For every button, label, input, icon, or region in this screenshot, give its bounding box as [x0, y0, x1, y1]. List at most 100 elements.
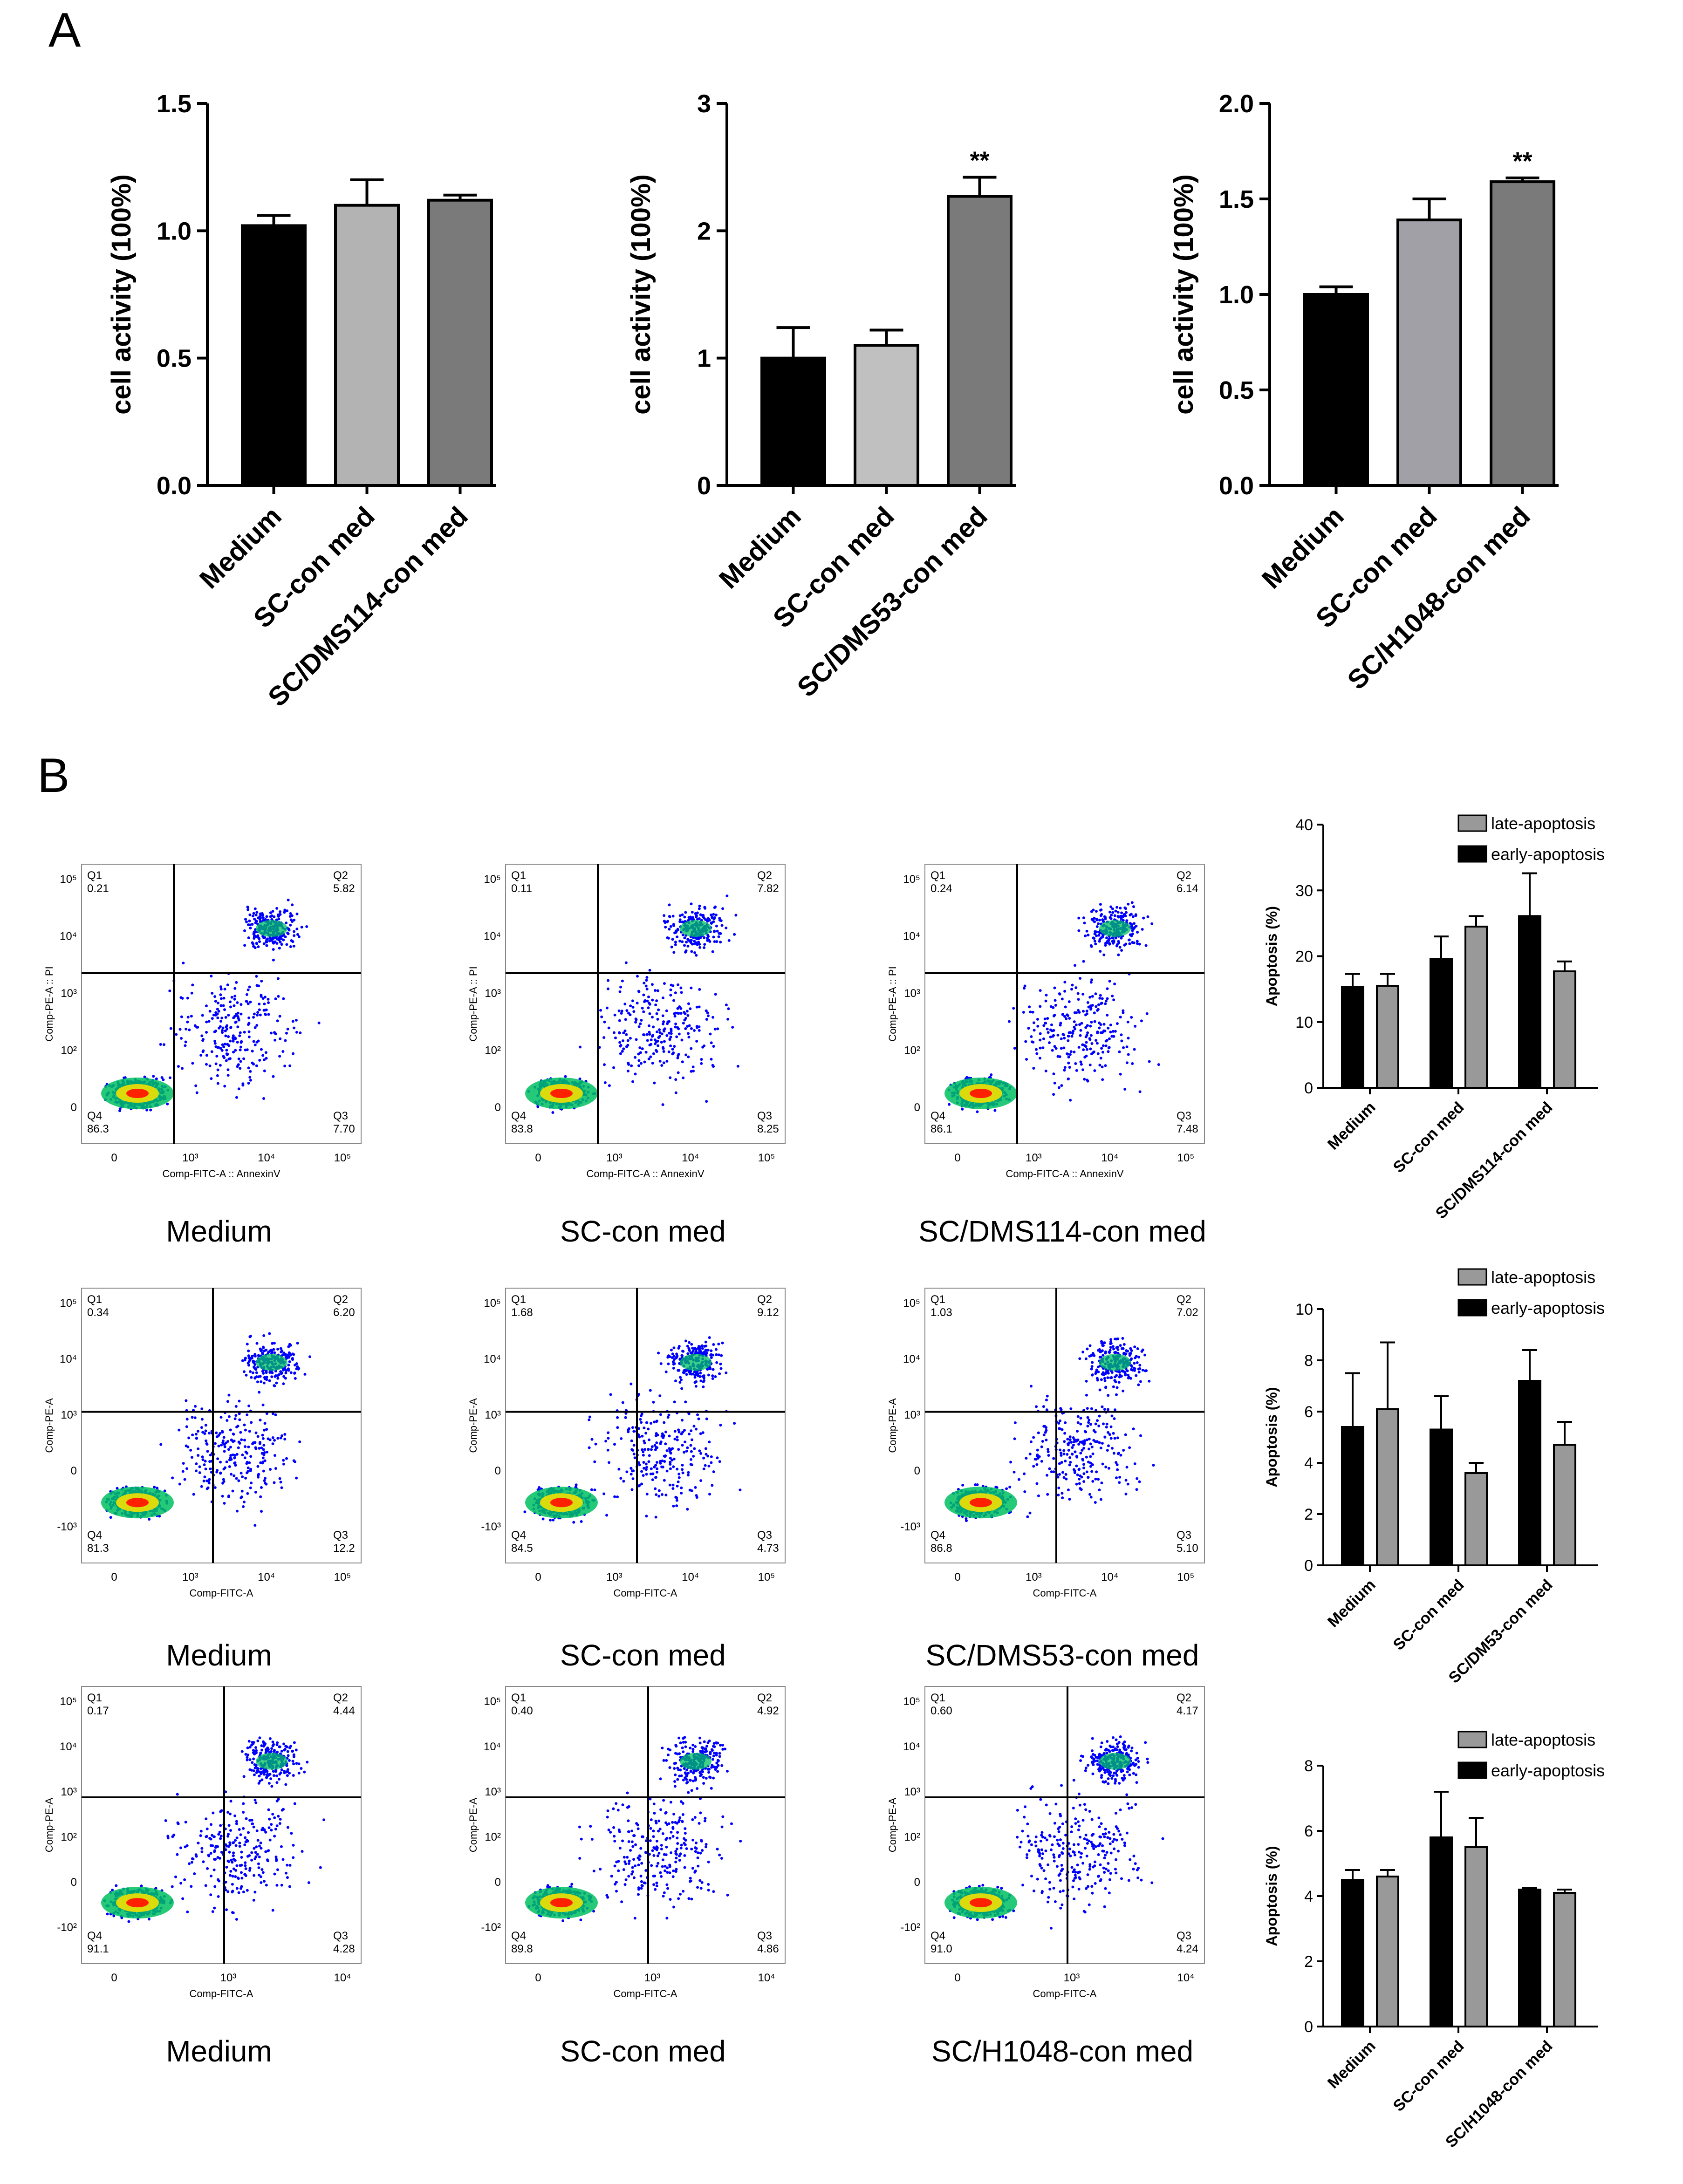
- event-dot: [1085, 1010, 1088, 1013]
- event-dot: [222, 1055, 225, 1058]
- event-dot: [224, 1441, 227, 1445]
- event-dot: [603, 1063, 606, 1066]
- event-dot: [1036, 1017, 1039, 1021]
- event-dot: [272, 948, 275, 951]
- event-dot: [662, 1028, 665, 1031]
- event-dot: [655, 999, 658, 1003]
- x-tick-label: 10⁴: [1101, 1152, 1118, 1164]
- event-dot: [661, 996, 664, 1000]
- event-dot: [263, 1003, 266, 1006]
- event-dot: [177, 1065, 180, 1068]
- event-dot: [637, 1059, 641, 1062]
- event-dot: [1091, 995, 1094, 998]
- event-dot: [1042, 1024, 1046, 1027]
- event-dot: [719, 1367, 723, 1370]
- event-dot: [227, 1494, 231, 1497]
- event-dot: [1108, 980, 1111, 983]
- event-dot: [702, 1385, 705, 1388]
- event-dot: [656, 989, 659, 992]
- event-dot: [679, 986, 683, 990]
- event-dot: [294, 1377, 297, 1380]
- event-dot: [1063, 1069, 1066, 1072]
- event-dot: [295, 1362, 298, 1365]
- event-dot: [204, 1424, 207, 1427]
- event-dot: [1052, 1014, 1055, 1017]
- event-dot: [646, 1039, 649, 1042]
- event-dot: [253, 1026, 257, 1029]
- event-dot: [652, 1052, 655, 1055]
- event-dot: [1051, 1035, 1054, 1038]
- event-dot: [284, 1355, 287, 1358]
- event-dot: [627, 1069, 630, 1072]
- event-dot: [711, 1377, 714, 1380]
- event-dot: [274, 940, 277, 943]
- event-dot: [1008, 1020, 1011, 1023]
- event-dot: [651, 998, 654, 1002]
- event-dot: [203, 1432, 206, 1435]
- event-dot: [160, 1076, 164, 1079]
- event-dot: [690, 902, 693, 906]
- event-dot: [215, 1055, 219, 1058]
- event-dot: [1089, 1024, 1092, 1028]
- event-dot: [629, 1004, 632, 1008]
- plot-frame: [81, 1288, 362, 1563]
- event-dot: [223, 988, 226, 991]
- event-dot: [246, 1461, 249, 1464]
- event-dot: [253, 935, 256, 938]
- event-dot: [284, 1377, 287, 1380]
- event-dot: [233, 1004, 236, 1007]
- event-dot: [280, 943, 283, 946]
- event-dot: [646, 1033, 649, 1036]
- event-dot: [1074, 964, 1077, 967]
- event-dot: [256, 1435, 260, 1438]
- y-tick-label: 4: [1304, 1454, 1313, 1472]
- event-dot: [284, 1352, 287, 1356]
- event-dot: [686, 944, 690, 948]
- event-dot: [261, 1456, 265, 1460]
- event-dot: [1082, 916, 1085, 920]
- y-tick-label: 3: [697, 90, 711, 118]
- event-dot: [237, 1446, 240, 1449]
- event-dot: [1088, 1063, 1092, 1066]
- event-dot: [234, 1020, 238, 1024]
- y-tick-label: 10³: [485, 987, 501, 1000]
- event-dot: [666, 936, 669, 939]
- event-dot: [223, 1450, 226, 1453]
- event-dot: [255, 1375, 258, 1379]
- event-dot: [704, 1340, 707, 1344]
- event-dot: [654, 1003, 657, 1007]
- event-dot: [1132, 905, 1136, 908]
- event-dot: [1046, 1027, 1049, 1031]
- event-dot: [1051, 1049, 1054, 1052]
- category-label: SC-con med: [1390, 1576, 1468, 1654]
- x-axis-label: Comp-FITC-A :: AnnexinV: [162, 1168, 280, 1180]
- event-dot: [279, 910, 282, 914]
- event-dot: [263, 1069, 266, 1072]
- event-dot: [661, 1014, 664, 1017]
- event-dot: [274, 1413, 277, 1416]
- event-dot: [684, 1017, 687, 1020]
- event-dot: [248, 923, 252, 927]
- event-dot: [239, 1067, 242, 1070]
- event-dot: [624, 1018, 627, 1021]
- event-dot: [229, 1446, 232, 1449]
- event-dot: [1063, 1037, 1066, 1040]
- event-dot: [710, 921, 713, 924]
- event-dot: [259, 1375, 262, 1378]
- event-dot: [274, 1038, 277, 1042]
- event-dot: [685, 1010, 689, 1013]
- event-dot: [648, 1024, 651, 1027]
- event-dot: [696, 911, 699, 915]
- event-dot: [208, 1460, 212, 1463]
- event-dot: [208, 1432, 211, 1435]
- event-dot: [219, 1461, 222, 1464]
- event-dot: [645, 988, 649, 991]
- event-dot: [255, 1024, 259, 1027]
- event-dot: [1090, 978, 1094, 982]
- event-dot: [679, 1012, 683, 1015]
- event-dot: [690, 1343, 693, 1346]
- category-label: Medium: [1324, 2037, 1379, 2092]
- density-peak: [550, 1089, 573, 1098]
- event-dot: [191, 1433, 194, 1437]
